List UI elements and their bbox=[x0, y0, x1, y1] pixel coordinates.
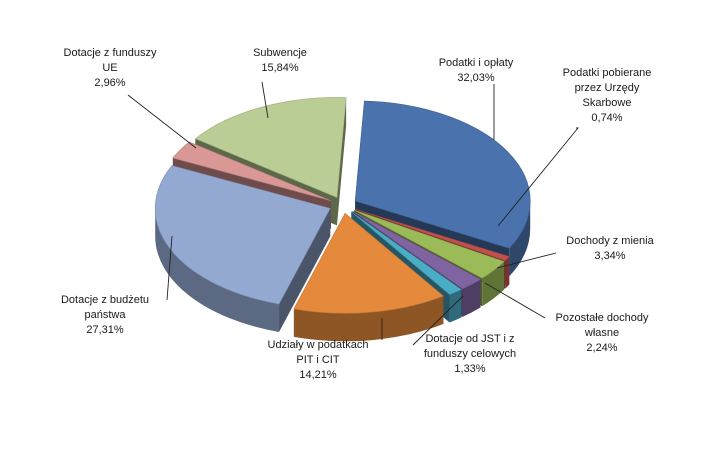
slice-name-label: Podatki pobierane bbox=[563, 67, 652, 79]
pie-slice-outer-wall bbox=[505, 256, 510, 289]
pie-slice bbox=[355, 208, 510, 261]
slice-name-label: funduszy celowych bbox=[424, 348, 516, 360]
data-labels: Podatki i opłaty 32,03% Podatki pobierane p… bbox=[61, 47, 655, 381]
pie-slice bbox=[293, 212, 444, 314]
leader-line bbox=[496, 252, 557, 269]
slice-name-label: państwa bbox=[85, 309, 127, 321]
pie-slice bbox=[351, 211, 462, 295]
pie-slice bbox=[194, 97, 347, 198]
slice-name-label: Dotacje od JST i z bbox=[425, 333, 514, 345]
slice-value-label: 14,21% bbox=[299, 369, 337, 381]
leader-line bbox=[166, 235, 173, 301]
slice-value-label: 2,24% bbox=[586, 342, 617, 354]
pie-slice-outer-wall bbox=[509, 200, 531, 277]
slice-value-label: 27,31% bbox=[86, 324, 124, 336]
slice-value-label: 0,74% bbox=[591, 112, 622, 124]
slice-name-label: Udziały w podatkach bbox=[268, 339, 369, 351]
pie-slice bbox=[154, 165, 331, 305]
leader-line bbox=[412, 295, 464, 346]
slice-name-label: Dotacje z funduszy bbox=[64, 47, 157, 59]
pie-slice-outer-wall bbox=[155, 208, 280, 333]
slice-value-label: 1,33% bbox=[454, 363, 485, 375]
leader-lines bbox=[127, 81, 579, 346]
slice-value-label: 2,96% bbox=[94, 77, 125, 89]
pie-slice-outer-wall bbox=[462, 279, 481, 317]
leader-line bbox=[497, 127, 579, 227]
leader-line bbox=[484, 282, 546, 319]
pie-slice bbox=[352, 210, 482, 290]
slice-value-label: 3,34% bbox=[594, 250, 625, 262]
pie-top-layer bbox=[154, 97, 531, 314]
pie-slice-wall bbox=[279, 208, 331, 333]
slice-value-label: 32,03% bbox=[457, 72, 495, 84]
slice-name-label: własne bbox=[584, 327, 619, 339]
slice-name-label: PIT i CIT bbox=[296, 354, 339, 366]
leader-line bbox=[261, 81, 269, 119]
slice-name-label: Subwencje bbox=[253, 47, 307, 59]
slice-name-label: Dotacje z budżetu bbox=[61, 294, 149, 306]
slice-name-label: Skarbowe bbox=[583, 97, 632, 109]
pie-slice-wall bbox=[336, 97, 347, 226]
slice-value-label: 15,84% bbox=[261, 62, 299, 74]
slice-name-label: Dochody z mienia bbox=[566, 235, 654, 247]
slice-name-label: Podatki i opłaty bbox=[439, 57, 514, 69]
pie-slice bbox=[354, 209, 505, 279]
pie-slice bbox=[172, 141, 332, 202]
leader-line bbox=[127, 94, 197, 149]
slice-name-label: przez Urzędy bbox=[575, 82, 640, 94]
slice-name-label: Pozostałe dochody bbox=[556, 312, 649, 324]
pie-slice bbox=[354, 100, 531, 249]
pie-slice-outer-wall bbox=[482, 261, 505, 307]
slice-name-label: UE bbox=[102, 62, 117, 74]
pie-slice-outer-wall bbox=[449, 289, 462, 323]
